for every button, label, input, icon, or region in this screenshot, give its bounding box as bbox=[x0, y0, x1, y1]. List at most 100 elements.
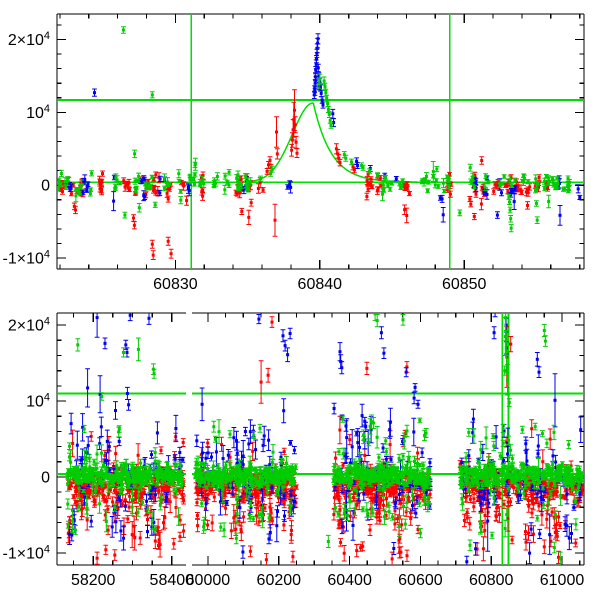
data-point bbox=[248, 516, 252, 520]
data-point bbox=[113, 506, 117, 509]
data-point bbox=[416, 528, 420, 531]
data-point bbox=[283, 514, 286, 518]
data-point bbox=[182, 182, 186, 186]
data-point bbox=[337, 156, 341, 160]
data-point bbox=[154, 191, 158, 195]
data-point bbox=[228, 455, 232, 459]
data-point bbox=[377, 489, 381, 493]
data-point bbox=[256, 501, 260, 504]
data-point bbox=[378, 519, 382, 523]
data-point bbox=[108, 488, 112, 492]
data-point bbox=[340, 366, 344, 370]
data-point bbox=[165, 495, 168, 499]
data-point bbox=[472, 497, 476, 501]
data-point bbox=[442, 181, 445, 185]
data-point bbox=[289, 533, 293, 536]
data-point bbox=[202, 182, 206, 186]
data-point bbox=[508, 177, 512, 181]
data-point bbox=[173, 457, 177, 461]
y-tick-label: 2×104 bbox=[8, 30, 50, 49]
data-point bbox=[85, 185, 89, 189]
data-point bbox=[127, 480, 131, 484]
data-point bbox=[99, 480, 103, 484]
data-point bbox=[212, 495, 216, 499]
data-point bbox=[71, 183, 75, 187]
data-point bbox=[138, 536, 142, 540]
data-point bbox=[377, 510, 381, 513]
data-point bbox=[200, 402, 204, 406]
data-point bbox=[526, 203, 529, 207]
x-tick-label: 61000 bbox=[540, 572, 585, 589]
data-point bbox=[282, 494, 286, 498]
data-point bbox=[553, 398, 557, 402]
data-point bbox=[563, 522, 567, 526]
data-point bbox=[535, 218, 539, 222]
data-point bbox=[266, 373, 270, 377]
data-point bbox=[497, 495, 501, 499]
data-point bbox=[245, 182, 249, 186]
data-point bbox=[67, 455, 71, 459]
data-point bbox=[557, 177, 561, 181]
data-point bbox=[133, 497, 137, 501]
data-point bbox=[89, 481, 93, 484]
data-point bbox=[169, 252, 173, 256]
data-point bbox=[508, 200, 511, 204]
data-point bbox=[70, 533, 74, 537]
data-point bbox=[242, 515, 246, 519]
data-point bbox=[259, 476, 263, 480]
data-point bbox=[275, 524, 279, 528]
data-point bbox=[114, 520, 118, 524]
y-tick-label: -1×104 bbox=[3, 543, 51, 562]
data-point bbox=[379, 488, 383, 492]
data-point bbox=[492, 331, 496, 335]
data-point bbox=[165, 470, 169, 474]
data-point bbox=[535, 183, 539, 187]
data-point bbox=[565, 492, 569, 496]
data-point bbox=[448, 172, 451, 176]
data-point bbox=[168, 469, 172, 473]
data-point bbox=[263, 506, 267, 510]
data-point bbox=[266, 468, 270, 472]
data-point bbox=[71, 519, 75, 523]
data-point bbox=[355, 549, 359, 553]
data-point bbox=[474, 547, 478, 551]
data-point bbox=[133, 179, 137, 183]
data-point bbox=[368, 169, 372, 173]
data-point bbox=[382, 503, 385, 507]
data-point bbox=[496, 180, 500, 184]
data-point bbox=[388, 443, 392, 447]
data-point bbox=[390, 557, 394, 561]
data-point bbox=[133, 491, 137, 495]
data-point bbox=[204, 492, 208, 496]
data-point bbox=[276, 470, 280, 474]
x-tick-label: 60200 bbox=[257, 572, 302, 589]
data-point bbox=[120, 476, 124, 480]
data-point bbox=[188, 177, 192, 181]
data-point bbox=[361, 544, 365, 548]
x-tick-label: 60850 bbox=[442, 276, 487, 293]
data-point bbox=[137, 484, 140, 488]
data-point bbox=[471, 178, 475, 182]
data-point bbox=[480, 159, 484, 162]
data-point bbox=[566, 177, 570, 181]
data-point bbox=[200, 469, 204, 473]
data-point bbox=[433, 183, 437, 187]
data-point bbox=[543, 187, 547, 191]
data-point bbox=[157, 490, 161, 494]
data-point bbox=[530, 427, 534, 431]
data-point bbox=[414, 511, 418, 515]
data-point bbox=[248, 179, 252, 183]
data-point bbox=[327, 113, 331, 116]
data-point bbox=[519, 493, 523, 497]
data-point bbox=[68, 485, 71, 489]
data-point bbox=[180, 477, 184, 481]
data-point bbox=[101, 493, 105, 497]
data-point bbox=[367, 490, 371, 494]
data-point bbox=[326, 102, 330, 106]
data-point bbox=[509, 342, 513, 346]
data-point bbox=[486, 180, 490, 184]
data-point bbox=[68, 183, 72, 187]
data-point bbox=[390, 181, 394, 185]
